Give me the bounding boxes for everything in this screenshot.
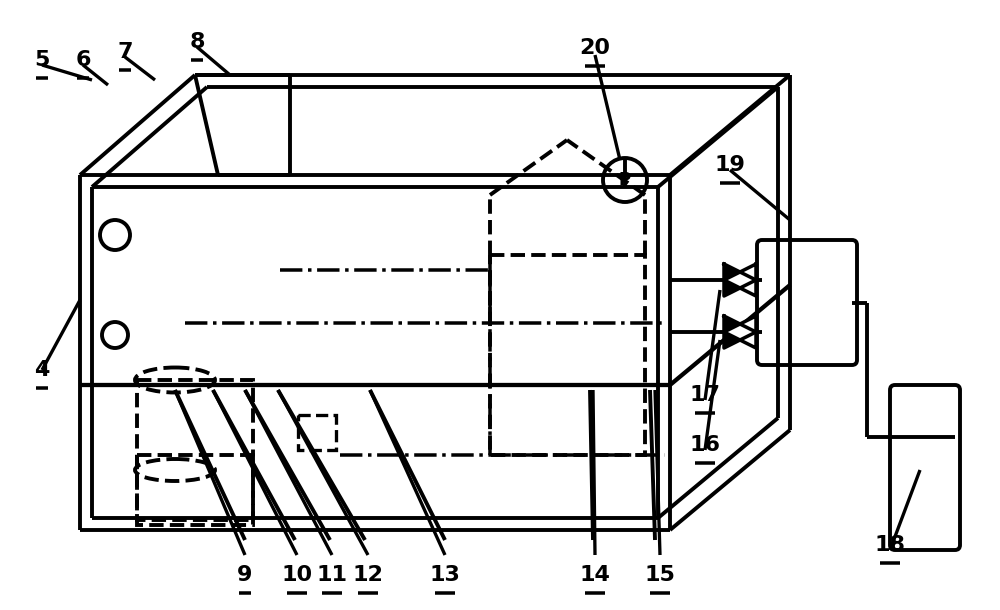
Polygon shape <box>724 264 756 296</box>
Bar <box>137 455 253 520</box>
Text: 11: 11 <box>316 565 348 585</box>
Text: 20: 20 <box>580 38 610 58</box>
Text: P: P <box>619 171 631 189</box>
Text: 4: 4 <box>34 360 50 380</box>
Text: 16: 16 <box>690 435 720 455</box>
Bar <box>298 415 336 450</box>
Text: 14: 14 <box>580 565 610 585</box>
Text: 19: 19 <box>715 155 745 175</box>
Bar <box>137 380 253 525</box>
Text: 8: 8 <box>189 32 205 52</box>
Text: 9: 9 <box>237 565 253 585</box>
Polygon shape <box>724 316 756 348</box>
Bar <box>490 255 645 455</box>
Text: 6: 6 <box>75 50 91 70</box>
Text: 18: 18 <box>874 535 906 555</box>
Text: 17: 17 <box>690 385 720 405</box>
Text: 12: 12 <box>353 565 383 585</box>
Polygon shape <box>724 316 756 348</box>
Text: 5: 5 <box>34 50 50 70</box>
Polygon shape <box>724 264 756 296</box>
Text: 13: 13 <box>430 565 460 585</box>
Text: 15: 15 <box>645 565 675 585</box>
Text: 7: 7 <box>117 42 133 62</box>
Text: 10: 10 <box>281 565 313 585</box>
